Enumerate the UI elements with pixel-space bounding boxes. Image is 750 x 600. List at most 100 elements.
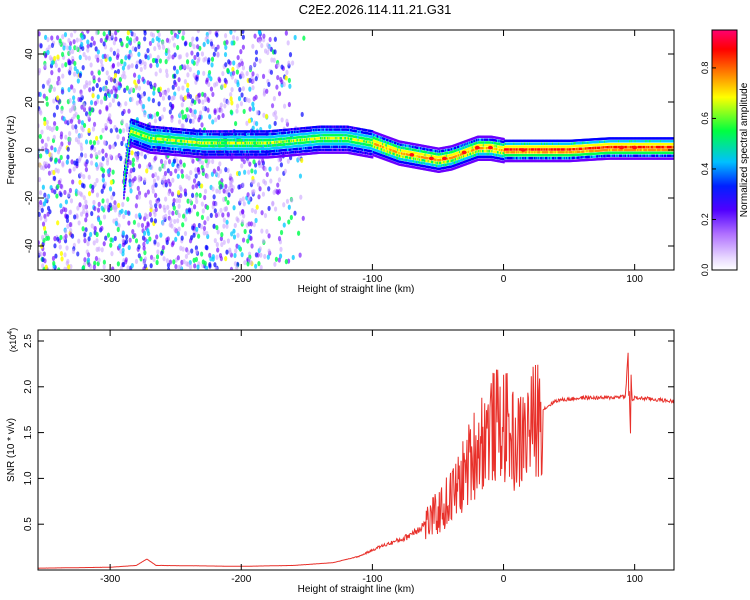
signal-cell bbox=[282, 140, 285, 143]
noise-cell bbox=[163, 170, 168, 177]
signal-cell bbox=[163, 141, 165, 144]
signal-cell bbox=[253, 147, 255, 150]
signal-cell bbox=[343, 125, 346, 128]
noise-cell bbox=[108, 113, 112, 119]
signal-cell bbox=[323, 142, 325, 146]
noise-cell bbox=[158, 58, 163, 64]
signal-cell bbox=[324, 139, 327, 143]
noise-cell bbox=[99, 99, 103, 105]
signal-cell bbox=[308, 140, 311, 144]
noise-cell bbox=[109, 179, 114, 185]
signal-cell bbox=[346, 125, 349, 128]
signal-cell bbox=[253, 150, 256, 153]
signal-cell bbox=[299, 130, 301, 133]
signal-cell bbox=[201, 147, 204, 150]
signal-cell bbox=[346, 145, 349, 149]
signal-cell bbox=[161, 146, 163, 150]
signal-cell bbox=[341, 151, 343, 154]
signal-cell bbox=[262, 153, 265, 156]
noise-cell bbox=[177, 119, 182, 125]
signal-cell bbox=[325, 148, 327, 151]
signal-cell bbox=[253, 133, 255, 136]
signal-cell bbox=[220, 156, 223, 159]
noise-cell bbox=[78, 202, 82, 208]
signal-cell bbox=[124, 184, 127, 187]
noise-cell bbox=[87, 191, 92, 197]
signal-cell bbox=[211, 138, 213, 142]
signal-cell bbox=[252, 150, 254, 153]
signal-cell bbox=[212, 147, 215, 150]
signal-cell bbox=[298, 130, 301, 133]
signal-cell bbox=[213, 147, 216, 150]
signal-cell bbox=[313, 137, 316, 140]
signal-cell bbox=[256, 144, 259, 148]
signal-cell bbox=[297, 136, 299, 139]
signal-cell bbox=[308, 140, 310, 144]
signal-cell bbox=[245, 150, 248, 153]
signal-cell bbox=[289, 128, 291, 131]
signal-cell bbox=[338, 148, 340, 151]
signal-cell bbox=[145, 141, 147, 144]
noise-cell bbox=[127, 64, 131, 70]
signal-cell bbox=[135, 123, 137, 126]
signal-cell bbox=[203, 147, 205, 150]
signal-cell bbox=[205, 138, 208, 142]
signal-cell bbox=[128, 126, 131, 130]
signal-cell bbox=[264, 133, 266, 136]
signal-cell bbox=[205, 141, 207, 145]
signal-cell bbox=[187, 128, 190, 132]
noise-cell bbox=[222, 188, 226, 194]
signal-cell bbox=[255, 141, 257, 145]
signal-cell bbox=[139, 121, 142, 125]
noise-cell bbox=[259, 264, 263, 270]
noise-cell bbox=[162, 164, 166, 170]
signal-cell bbox=[341, 134, 343, 137]
noise-cell bbox=[43, 34, 48, 40]
heatmap-layer bbox=[38, 30, 674, 270]
signal-cell bbox=[360, 136, 362, 140]
signal-cell bbox=[268, 135, 271, 139]
signal-cell bbox=[340, 128, 342, 131]
noise-cell bbox=[279, 162, 283, 168]
noise-cell bbox=[154, 182, 158, 188]
signal-cell bbox=[147, 130, 150, 133]
signal-cell bbox=[334, 125, 336, 128]
signal-cell bbox=[340, 151, 342, 154]
noise-cell bbox=[124, 101, 128, 107]
signal-cell bbox=[188, 149, 191, 152]
signal-cell bbox=[354, 150, 357, 153]
signal-cell bbox=[208, 136, 210, 139]
noise-cell bbox=[102, 41, 106, 47]
signal-cell bbox=[218, 144, 220, 148]
signal-cell bbox=[239, 156, 242, 159]
signal-cell bbox=[321, 131, 324, 134]
signal-cell bbox=[127, 150, 129, 154]
signal-cell bbox=[172, 133, 175, 136]
noise-cell bbox=[191, 225, 195, 231]
noise-cell bbox=[44, 217, 48, 223]
signal-cell bbox=[222, 156, 224, 159]
signal-cell bbox=[251, 150, 253, 153]
signal-cell bbox=[274, 141, 276, 144]
signal-cell bbox=[339, 131, 342, 134]
signal-cell bbox=[194, 141, 197, 144]
signal-cell bbox=[294, 153, 297, 157]
noise-cell bbox=[170, 117, 174, 123]
signal-cell bbox=[328, 148, 331, 151]
signal-cell bbox=[335, 128, 338, 131]
signal-cell bbox=[259, 136, 261, 139]
noise-cell bbox=[211, 186, 215, 192]
noise-cell bbox=[204, 244, 208, 250]
signal-cell bbox=[161, 143, 163, 147]
signal-cell bbox=[288, 142, 290, 146]
signal-cell bbox=[349, 143, 352, 146]
signal-cell bbox=[286, 151, 288, 155]
signal-cell bbox=[131, 142, 134, 145]
signal-cell bbox=[276, 135, 279, 138]
signal-cell bbox=[243, 147, 246, 150]
signal-cell bbox=[293, 133, 295, 137]
noise-cell bbox=[202, 230, 206, 236]
signal-cell bbox=[153, 151, 155, 155]
signal-cell bbox=[137, 123, 139, 127]
signal-cell bbox=[132, 125, 135, 128]
